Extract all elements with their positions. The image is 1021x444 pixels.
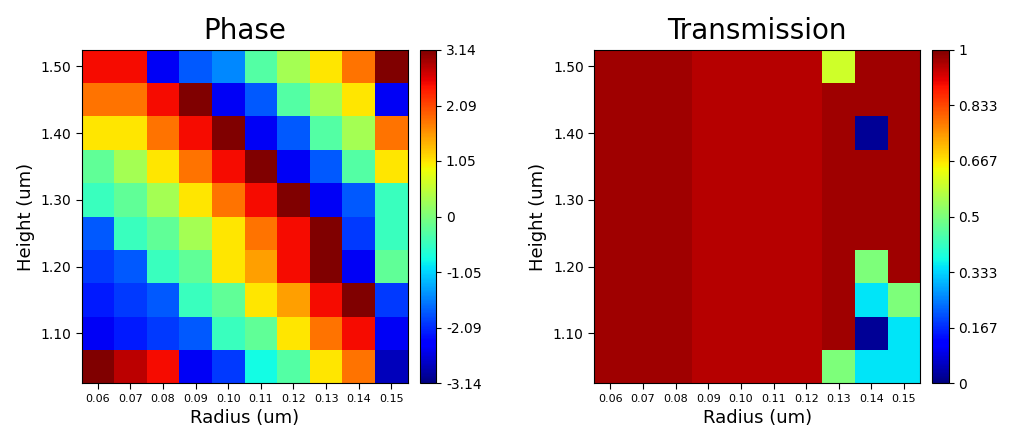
X-axis label: Radius (um): Radius (um) (702, 409, 812, 427)
Y-axis label: Height (um): Height (um) (529, 163, 547, 271)
Title: Phase: Phase (203, 17, 286, 45)
Title: Transmission: Transmission (668, 17, 847, 45)
Y-axis label: Height (um): Height (um) (16, 163, 35, 271)
X-axis label: Radius (um): Radius (um) (190, 409, 299, 427)
